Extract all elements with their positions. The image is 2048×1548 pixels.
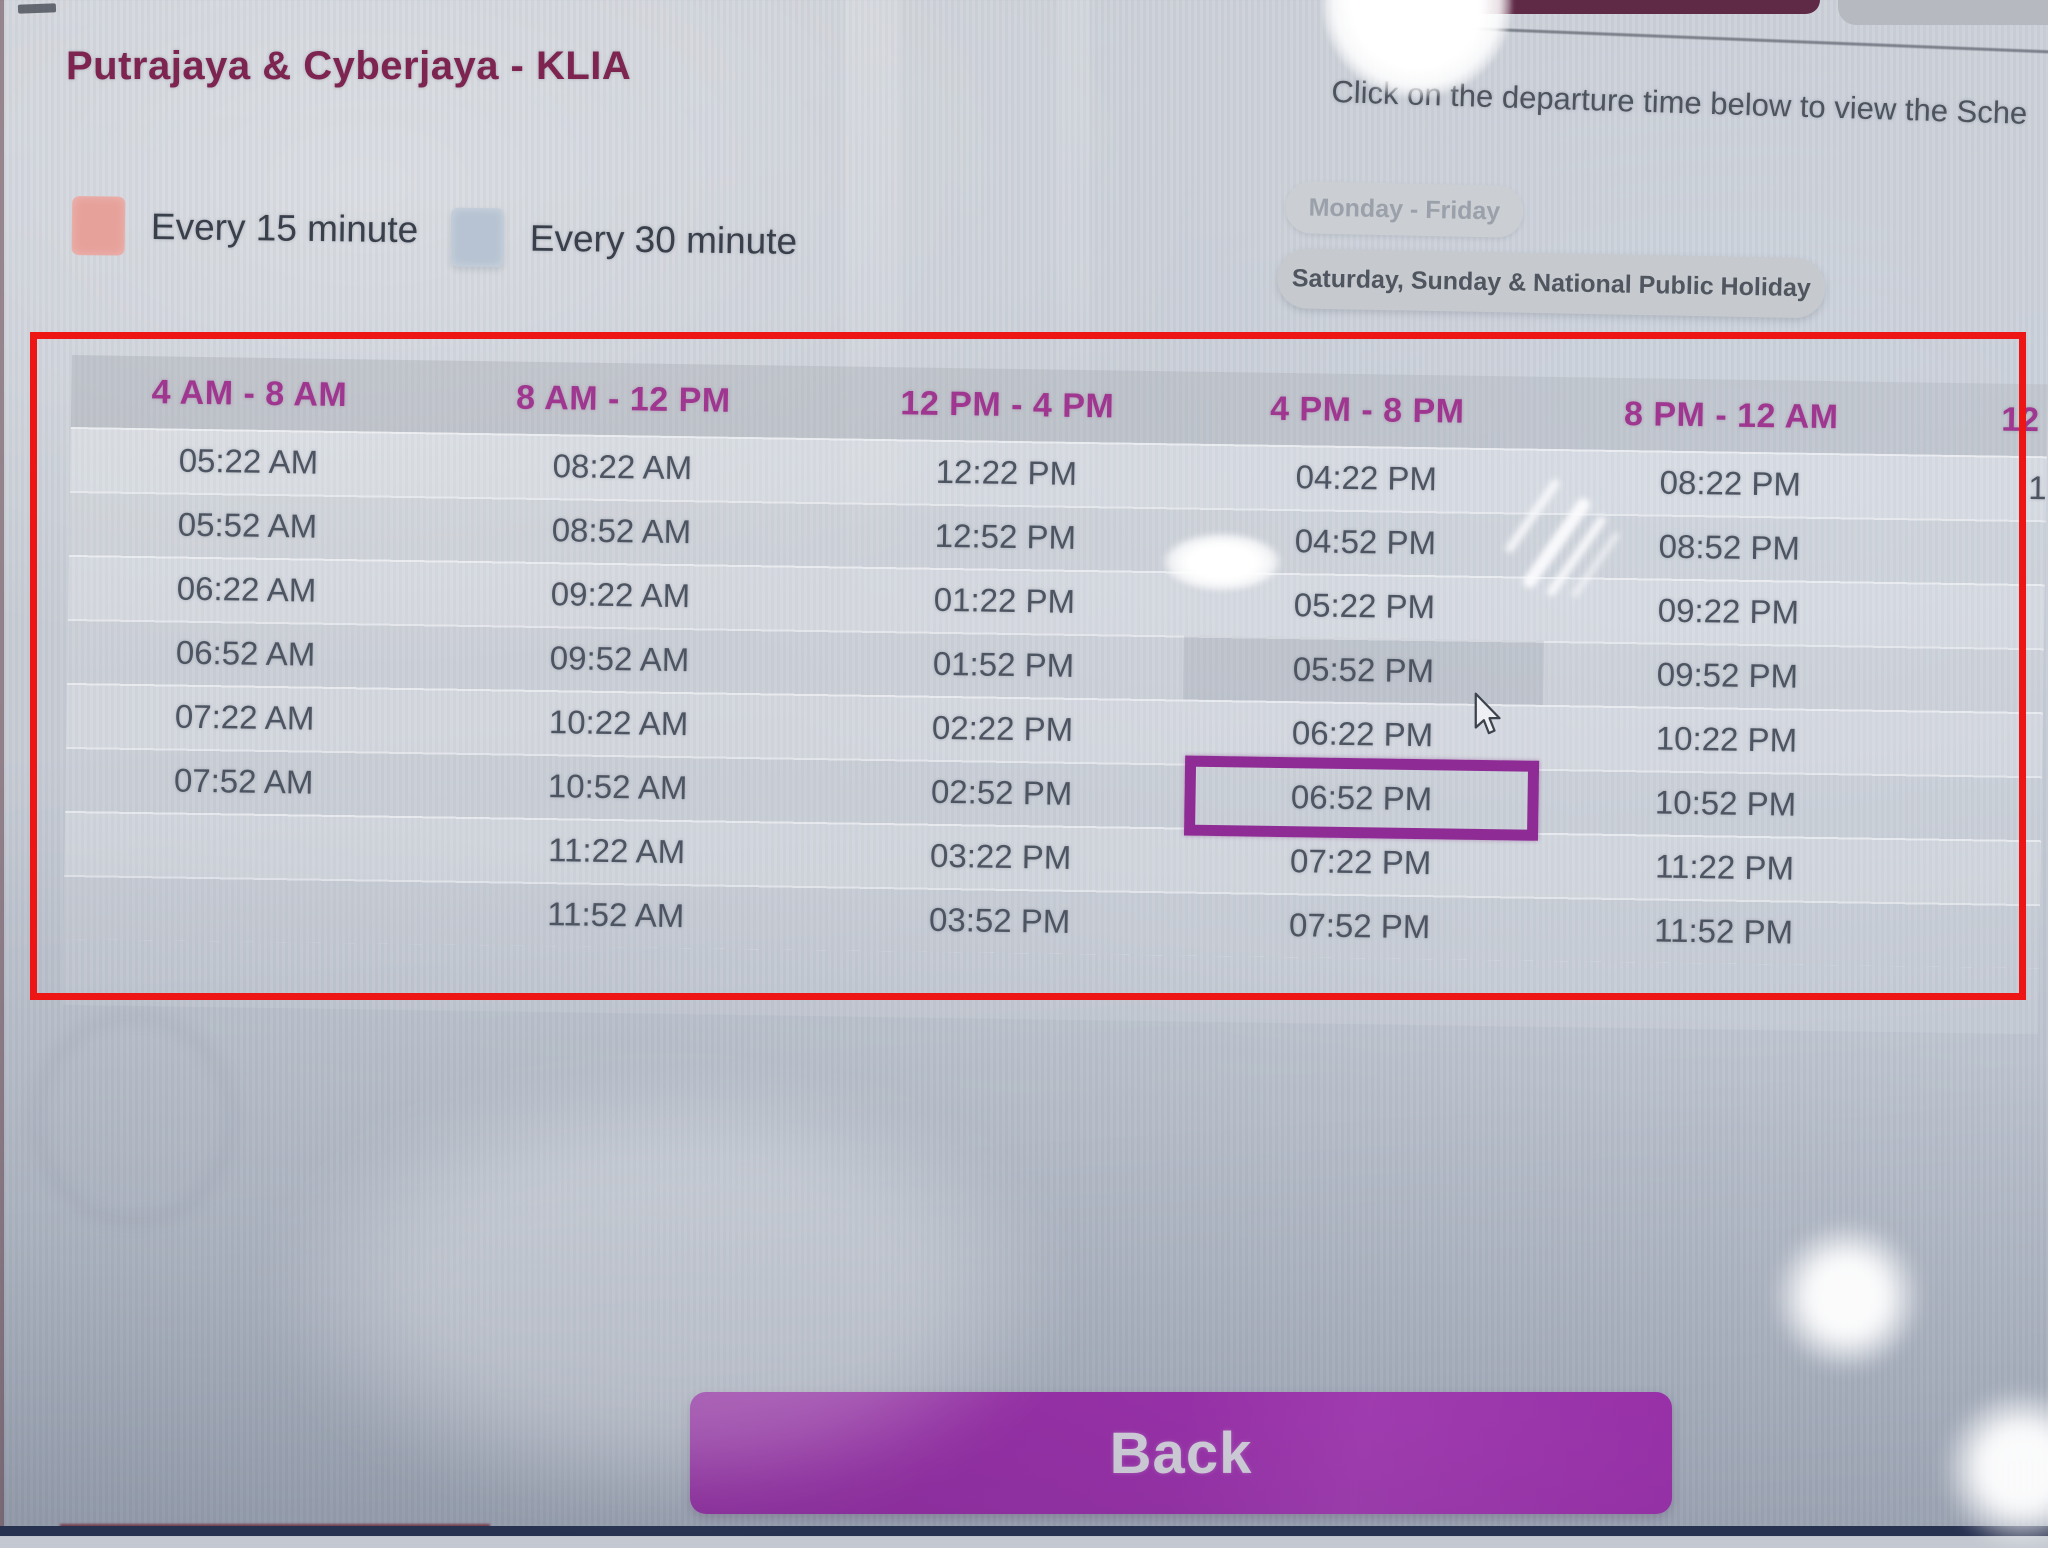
time-cell[interactable]: 09:52 AM	[549, 639, 690, 679]
legend-swatch-15min	[71, 196, 126, 256]
time-cell[interactable]: 07:22 AM	[174, 697, 315, 737]
tab-monday-friday[interactable]: Monday - Friday	[1284, 181, 1524, 238]
legend-label-30min: Every 30 minute	[529, 217, 798, 262]
time-cell[interactable]: 11:22 AM	[547, 831, 686, 871]
column-header: 8 AM - 12 PM	[515, 378, 731, 420]
time-cell[interactable]: 08:22 AM	[552, 447, 693, 487]
time-cell[interactable]: 12:52 PM	[934, 516, 1077, 556]
time-cell[interactable]: 07:52 PM	[1288, 906, 1431, 946]
time-cell[interactable]: 09:52 PM	[1656, 655, 1799, 695]
tab-weekend-holiday[interactable]: Saturday, Sunday & National Public Holid…	[1276, 248, 1826, 319]
time-cell[interactable]: 03:52 PM	[928, 900, 1071, 940]
time-cell[interactable]: 06:52 PM	[1290, 778, 1433, 818]
time-cell[interactable]: 11:52 PM	[1653, 911, 1794, 951]
clipped-column-header: 12	[2000, 400, 2040, 440]
time-cell[interactable]: 07:52 AM	[173, 761, 314, 801]
time-cell[interactable]: 12:22 PM	[935, 452, 1078, 492]
column-header: 4 PM - 8 PM	[1269, 389, 1465, 431]
time-cell[interactable]: 07:22 PM	[1289, 842, 1432, 882]
time-cell[interactable]: 08:52 PM	[1658, 527, 1801, 567]
time-cell[interactable]: 11:52 AM	[546, 895, 685, 935]
time-cell[interactable]: 05:22 AM	[178, 441, 319, 481]
time-cell[interactable]: 02:52 PM	[930, 772, 1073, 812]
clipped-time-cell[interactable]: 1	[2027, 469, 2047, 507]
schedule-table: 12 1 4 AM - 8 AM 05:22 AM 05:52 AM 06:22 AM…	[62, 355, 2048, 1035]
page-title: Putrajaya & Cyberjaya - KLIA	[66, 44, 632, 88]
time-cell[interactable]: 08:22 PM	[1659, 463, 1802, 503]
time-cell[interactable]: 04:22 PM	[1295, 458, 1438, 498]
time-cell[interactable]: 10:52 PM	[1654, 783, 1797, 823]
time-cell[interactable]: 09:22 PM	[1657, 591, 1800, 631]
time-cell[interactable]: 05:22 PM	[1293, 586, 1436, 626]
time-cell[interactable]: 01:52 PM	[932, 644, 1075, 684]
time-cell[interactable]: 02:22 PM	[931, 708, 1074, 748]
time-cell[interactable]: 06:52 AM	[175, 633, 316, 673]
time-cell[interactable]: 09:22 AM	[550, 575, 691, 615]
time-cell[interactable]: 10:22 AM	[548, 703, 689, 743]
time-cell[interactable]: 10:52 AM	[547, 767, 688, 807]
time-cell[interactable]: 11:22 PM	[1654, 847, 1795, 887]
legend-label-15min: Every 15 minute	[150, 205, 419, 251]
time-cell[interactable]: 01:22 PM	[933, 580, 1076, 620]
column-header: 12 PM - 4 PM	[900, 384, 1115, 426]
legend-swatch-30min	[450, 207, 505, 268]
time-cell[interactable]: 03:22 PM	[929, 836, 1072, 876]
time-cell[interactable]: 04:52 PM	[1294, 522, 1437, 562]
column-header: 8 PM - 12 AM	[1623, 395, 1839, 437]
time-cell[interactable]: 05:52 AM	[177, 505, 318, 545]
mouse-cursor-icon	[1474, 692, 1501, 735]
time-cell[interactable]: 08:52 AM	[551, 511, 692, 551]
column-header: 4 AM - 8 AM	[151, 373, 348, 415]
time-cell[interactable]: 06:22 AM	[176, 569, 317, 609]
back-button[interactable]: Back	[690, 1392, 1672, 1514]
time-cell[interactable]: 10:22 PM	[1655, 719, 1798, 759]
